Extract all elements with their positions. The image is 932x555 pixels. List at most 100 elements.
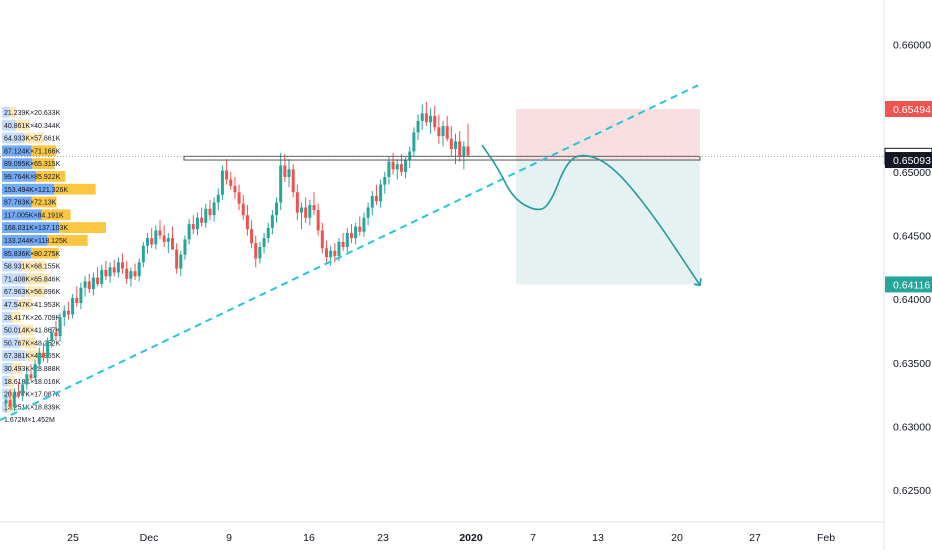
candle: [429, 108, 433, 134]
candle-body: [54, 332, 58, 337]
volume-profile-label: 13.251K×18.839K: [4, 404, 61, 411]
price-label-text: 0.64116: [893, 279, 930, 291]
volume-profile-label: 64.933K×57.661K: [4, 136, 61, 143]
volume-down-bar: [22, 260, 46, 272]
volume-profile-label: 21.239K×20.633K: [4, 110, 61, 117]
take-profit-zone: [516, 160, 700, 285]
volume-down-bar: [31, 145, 56, 157]
volume-profile-row: 30.493K×28.888K: [2, 363, 61, 374]
volume-profile-label: 50.014K×41.867K: [4, 328, 61, 335]
candle-body: [391, 161, 395, 170]
volume-down-bar: [19, 324, 34, 336]
candle: [445, 115, 449, 142]
candle: [449, 126, 453, 157]
volume-up-bar: [2, 235, 48, 246]
candle-body: [187, 224, 191, 240]
volume-down-bar: [31, 247, 59, 259]
volume-down-bar: [25, 286, 45, 297]
volume-down-bar: [26, 273, 49, 285]
candle-body: [25, 374, 29, 385]
candle-body: [333, 250, 337, 256]
candle: [258, 241, 262, 264]
candle-body: [412, 132, 416, 152]
volume-profile-label: 50.767K×48.252K: [4, 340, 61, 347]
candle-body: [121, 262, 125, 269]
candle: [416, 114, 420, 141]
candle: [179, 250, 183, 277]
candle-body: [137, 262, 141, 277]
candle-body: [270, 215, 274, 228]
candles: [4, 101, 470, 413]
candle-body: [374, 196, 378, 202]
candle-body: [341, 241, 345, 247]
candle: [83, 276, 87, 297]
time-tick-label: 20: [671, 532, 683, 544]
candle: [12, 388, 16, 412]
candle-body: [316, 210, 320, 231]
price-tick-label: 0.64500: [893, 231, 931, 243]
candle: [233, 176, 237, 199]
volume-profile-label: 40.861K×40.344K: [4, 123, 61, 130]
candle-body: [166, 238, 170, 242]
price-tick-label: 0.64000: [893, 294, 931, 306]
drawings[interactable]: [0, 84, 884, 422]
candle: [316, 203, 320, 236]
volume-up-bar: [2, 350, 25, 361]
volume-up-bar: [2, 375, 9, 387]
candle-body: [220, 170, 224, 195]
candle: [200, 207, 204, 227]
candle: [104, 261, 108, 281]
candle-body: [125, 268, 129, 279]
candle-body: [4, 399, 8, 404]
volume-profile-row: 67.381K×48.855K: [2, 350, 61, 361]
price-tick-label: 0.62500: [893, 485, 931, 497]
volume-up-bar: [2, 171, 37, 182]
candle-body: [237, 192, 241, 204]
candle: [287, 159, 291, 188]
candle-body: [141, 245, 145, 263]
candle-body: [12, 392, 16, 408]
volume-profile-row: 50.767K×48.252K: [2, 337, 61, 349]
volume-profile-row: 1.672M×1.452M: [4, 417, 55, 424]
volume-profile-row: 89.095K×65.315K: [2, 158, 61, 169]
volume-up-bar: [2, 299, 19, 310]
volume-profile-label: 99.764K×85.922K: [4, 174, 61, 181]
volume-down-bar: [24, 350, 42, 361]
candle-body: [216, 194, 220, 203]
candle-body: [441, 126, 445, 137]
candle: [383, 171, 387, 194]
candle-body: [466, 146, 470, 156]
candle: [154, 225, 158, 250]
candle-body: [266, 227, 270, 239]
volume-profile-row: 50.014K×41.867K: [2, 324, 61, 336]
candle-body: [287, 169, 291, 177]
candle: [270, 210, 274, 235]
volume-profile-label: 168.031K×137.103K: [4, 225, 68, 232]
candle-body: [50, 332, 54, 342]
candle-body: [337, 241, 341, 256]
candle: [195, 212, 199, 236]
candle: [112, 259, 116, 277]
candle-body: [395, 164, 399, 170]
volume-profile-row: 21.239K×20.633K: [2, 107, 61, 118]
candle: [66, 301, 70, 320]
candle: [170, 226, 174, 250]
candle-body: [241, 203, 245, 216]
volume-up-bar: [2, 222, 60, 233]
volume-profile-row: 58.931K×68.155K: [2, 260, 61, 272]
volume-profile-label: 58.931K×68.155K: [4, 264, 61, 271]
candle-body: [146, 238, 150, 246]
price-label-box: [885, 276, 932, 293]
candle: [41, 342, 45, 362]
candle-body: [129, 271, 133, 279]
candle-body: [62, 310, 66, 318]
candle: [216, 188, 220, 211]
candle: [366, 202, 370, 226]
candle: [50, 327, 54, 348]
candle: [204, 203, 208, 228]
price-tick-label: 0.63500: [893, 358, 931, 370]
candle-body: [429, 115, 433, 123]
price-label-text: 0.65494: [893, 104, 931, 116]
